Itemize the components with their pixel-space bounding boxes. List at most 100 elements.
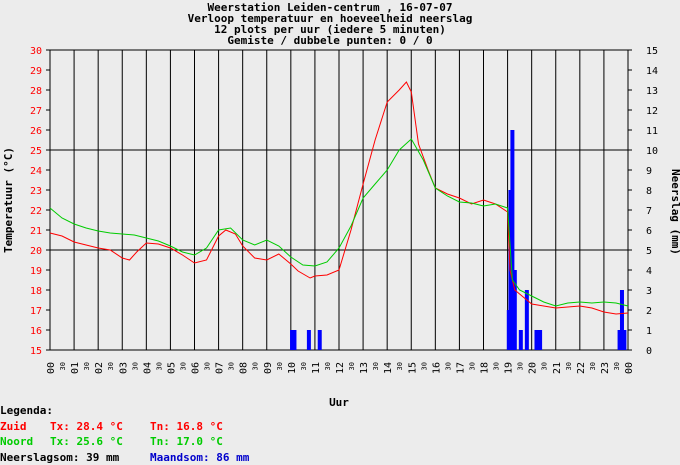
y-axis-right-label: Neerslag (mm) <box>669 169 680 255</box>
x-half-label: 30 <box>59 362 67 370</box>
x-hour-label: 00 <box>46 362 57 374</box>
legend-rain-sum: Neerslagsom: 39 mm <box>0 451 120 464</box>
title-line-4: Gemiste / dubbele punten: 0 / 0 <box>227 34 432 47</box>
x-half-label: 30 <box>155 362 163 370</box>
rain-bar <box>617 330 622 350</box>
legend-noord-tx: Tx: 25.6 °C <box>50 435 123 448</box>
x-half-label: 30 <box>493 362 501 370</box>
x-half-label: 30 <box>324 362 332 370</box>
y-right-tick-label: 11 <box>646 126 658 137</box>
x-half-label: 30 <box>348 362 356 370</box>
y-left-tick-label: 22 <box>30 206 42 217</box>
temperature-lines <box>49 81 629 315</box>
y-left-tick-label: 21 <box>30 226 42 237</box>
y-right-tick-label: 1 <box>646 326 652 337</box>
legend-noord-label: Noord <box>0 435 33 448</box>
y-left-tick-label: 26 <box>30 126 42 137</box>
y-left-tick-label: 17 <box>30 306 42 317</box>
legend: Legenda: Zuid Tx: 28.4 °C Tn: 16.8 °C No… <box>0 404 250 464</box>
rain-bar <box>622 330 627 350</box>
rain-bar <box>538 330 543 350</box>
rain-bar <box>619 290 624 350</box>
y-right-tick-label: 0 <box>646 346 652 357</box>
y-right-tick-label: 7 <box>646 206 652 217</box>
legend-zuid-label: Zuid <box>0 420 27 433</box>
x-hour-label: 21 <box>552 362 563 374</box>
rain-bar <box>292 330 297 350</box>
x-half-label: 30 <box>252 362 260 370</box>
y-left-tick-label: 15 <box>30 346 42 357</box>
x-half-label: 30 <box>83 362 91 370</box>
title-line-1: Weerstation Leiden-centrum , 16-07-07 <box>207 1 452 14</box>
x-half-label: 30 <box>204 362 212 370</box>
title-line-3: 12 plots per uur (iedere 5 minuten) <box>214 23 446 36</box>
rain-bar <box>306 330 311 350</box>
legend-noord-tn: Tn: 17.0 °C <box>150 435 223 448</box>
x-hour-label: 23 <box>600 362 611 374</box>
x-half-label: 30 <box>396 362 404 370</box>
x-half-label: 30 <box>372 362 380 370</box>
x-hour-label: 05 <box>166 362 177 374</box>
x-hour-label: 16 <box>431 362 442 374</box>
x-axis-label: Uur <box>329 396 349 409</box>
x-half-label: 30 <box>228 362 236 370</box>
x-hour-label: 08 <box>239 362 250 374</box>
rain-bar <box>534 330 539 350</box>
x-hour-label: 07 <box>215 362 226 374</box>
y-left-tick-label: 27 <box>30 106 42 117</box>
legend-zuid-tx: Tx: 28.4 °C <box>50 420 123 433</box>
legend-zuid-tn: Tn: 16.8 °C <box>150 420 223 433</box>
x-hour-label: 09 <box>263 362 274 374</box>
y-right-tick-label: 4 <box>646 266 652 277</box>
x-hour-label: 03 <box>118 362 129 374</box>
y-left-tick-label: 25 <box>30 146 42 157</box>
x-axis-ticks: 00 30 01 30 02 30 03 30 04 30 05 30 06 30 07 30 08 30 09 30… <box>46 362 635 374</box>
y-right-tick-label: 14 <box>646 66 658 77</box>
x-half-label: 30 <box>444 362 452 370</box>
y-right-tick-label: 8 <box>646 186 652 197</box>
x-half-label: 30 <box>541 362 549 370</box>
x-half-label: 30 <box>517 362 525 370</box>
x-hour-label: 02 <box>94 362 105 374</box>
series-line-zuid <box>49 81 629 315</box>
y-right-tick-label: 12 <box>646 106 658 117</box>
x-hour-label: 00 <box>624 362 635 374</box>
chart-title: Weerstation Leiden-centrum , 16-07-07 Ve… <box>188 1 473 47</box>
x-hour-label: 14 <box>383 362 394 374</box>
x-hour-label: 10 <box>287 362 298 374</box>
x-half-label: 30 <box>468 362 476 370</box>
y-right-tick-label: 15 <box>646 46 658 57</box>
rain-bar <box>317 330 322 350</box>
left-axis-ticks: 15 16 17 18 19 20 21 22 23 24 25 26 27 28 29 30 <box>30 46 50 357</box>
x-hour-label: 11 <box>311 362 322 374</box>
x-hour-label: 18 <box>480 362 491 374</box>
y-left-tick-label: 19 <box>30 266 42 277</box>
title-line-2: Verloop temperatuur en hoeveelheid neers… <box>188 12 473 25</box>
x-hour-label: 20 <box>528 362 539 374</box>
x-hour-label: 17 <box>455 362 466 374</box>
x-half-label: 30 <box>276 362 284 370</box>
y-right-tick-label: 9 <box>646 166 652 177</box>
legend-heading: Legenda: <box>0 404 53 417</box>
y-left-tick-label: 29 <box>30 66 42 77</box>
y-right-tick-label: 13 <box>646 86 658 97</box>
y-right-tick-label: 10 <box>646 146 658 157</box>
y-right-tick-label: 2 <box>646 306 652 317</box>
x-half-label: 30 <box>300 362 308 370</box>
x-hour-label: 15 <box>407 362 418 374</box>
rain-bar <box>290 330 295 350</box>
x-half-label: 30 <box>179 362 187 370</box>
legend-month-sum: Maandsom: 86 mm <box>150 451 250 464</box>
y-right-tick-label: 6 <box>646 226 652 237</box>
x-half-label: 30 <box>420 362 428 370</box>
y-left-tick-label: 30 <box>30 46 42 57</box>
x-half-label: 30 <box>565 362 573 370</box>
rain-bar <box>524 290 529 350</box>
y-left-tick-label: 28 <box>30 86 42 97</box>
x-half-label: 30 <box>107 362 115 370</box>
x-hour-label: 22 <box>576 362 587 374</box>
y-axis-left-label: Temperatuur (°C) <box>2 147 15 253</box>
x-half-label: 30 <box>131 362 139 370</box>
x-hour-label: 06 <box>191 362 202 374</box>
